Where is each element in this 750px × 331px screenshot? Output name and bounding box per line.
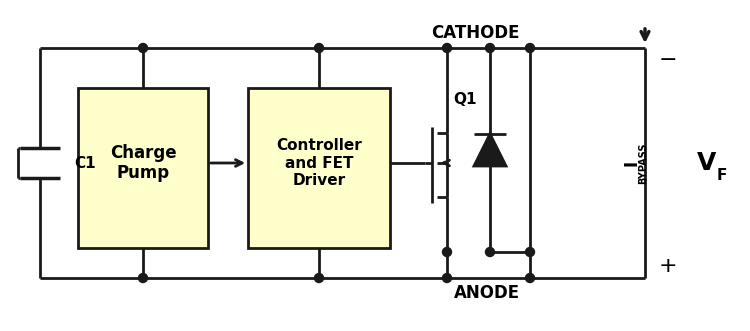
Bar: [248, 88, 390, 248]
Circle shape: [526, 43, 535, 53]
Text: V: V: [698, 151, 717, 175]
Circle shape: [314, 273, 323, 282]
Circle shape: [442, 248, 452, 257]
Circle shape: [442, 273, 452, 282]
Text: F: F: [717, 167, 728, 182]
Circle shape: [485, 43, 494, 53]
Text: ANODE: ANODE: [454, 284, 520, 302]
Text: CATHODE: CATHODE: [431, 24, 520, 42]
Text: Q1: Q1: [453, 92, 477, 107]
Circle shape: [442, 43, 452, 53]
Circle shape: [526, 273, 535, 282]
Bar: [78, 88, 208, 248]
Circle shape: [485, 248, 494, 257]
Text: Controller
and FET
Driver: Controller and FET Driver: [276, 138, 362, 188]
Text: C1: C1: [74, 156, 96, 170]
Text: +: +: [659, 256, 678, 276]
Circle shape: [139, 273, 148, 282]
Text: Charge
Pump: Charge Pump: [110, 144, 176, 182]
Text: −: −: [659, 50, 678, 70]
Circle shape: [526, 248, 535, 257]
Circle shape: [139, 43, 148, 53]
Text: I: I: [622, 160, 640, 166]
Polygon shape: [474, 134, 506, 166]
Circle shape: [314, 43, 323, 53]
Text: BYPASS: BYPASS: [638, 142, 648, 184]
